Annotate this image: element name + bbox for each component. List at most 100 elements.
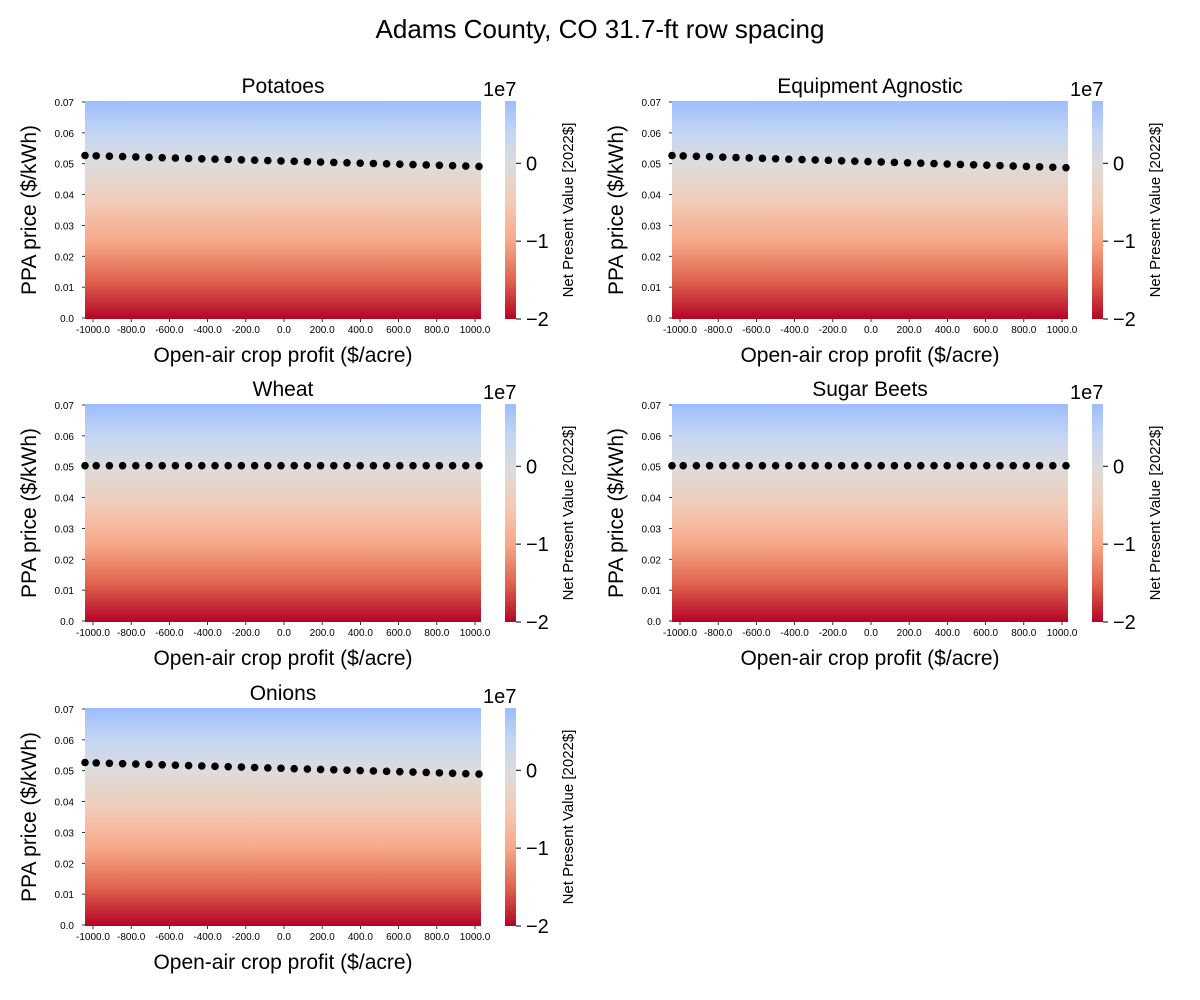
x-tick-label: 1000.0 — [460, 628, 491, 639]
breakeven-point — [798, 155, 806, 164]
x-tick-label: -800.0 — [117, 932, 146, 943]
breakeven-point — [917, 461, 925, 470]
y-tick-label: 0.06 — [642, 432, 662, 443]
x-tick-label: 600.0 — [973, 325, 998, 336]
breakeven-point — [409, 768, 417, 776]
y-tick-label: 0.04 — [642, 494, 662, 505]
x-tick-label: -200.0 — [232, 932, 261, 943]
breakeven-point — [798, 461, 806, 470]
x-tick-label: -1000.0 — [663, 628, 697, 639]
breakeven-point — [250, 763, 259, 772]
x-tick-label: 1000.0 — [1047, 628, 1078, 639]
x-tick-label: 0.0 — [864, 325, 878, 336]
panel-wheat: Wheat-1000.0 -800.0 -600.0 -400.0 -200.0 0.0 2… — [18, 378, 577, 670]
y-tick-label: 0.04 — [55, 494, 75, 505]
y-tick-label: 0.05 — [55, 160, 75, 171]
y-tick-label: 0.06 — [55, 432, 75, 443]
breakeven-point — [1022, 461, 1031, 470]
breakeven-point — [732, 461, 740, 470]
breakeven-point — [132, 760, 140, 768]
figure-title: Adams County, CO 31.7-ft row spacing — [375, 14, 825, 44]
colorbar-scale-label: 1e7 — [483, 79, 516, 101]
breakeven-point — [771, 461, 780, 470]
breakeven-point — [277, 764, 285, 773]
breakeven-point — [382, 461, 391, 470]
breakeven-point — [396, 160, 404, 169]
x-tick-label: 200.0 — [310, 628, 335, 639]
colorbar-tick-label: −2 — [526, 612, 549, 634]
breakeven-point — [448, 161, 457, 170]
x-tick-label: 0.0 — [277, 325, 291, 336]
x-axis-label: Open-air crop profit ($/acre) — [740, 344, 999, 367]
breakeven-point — [409, 461, 417, 470]
breakeven-point — [943, 160, 951, 168]
y-tick-label: 0.05 — [55, 767, 75, 778]
x-tick-label: -200.0 — [232, 325, 261, 336]
y-tick-label: 0.06 — [55, 129, 75, 140]
colorbar-tick-label: 0 — [526, 760, 537, 782]
breakeven-point — [851, 157, 859, 165]
heatmap-potatoes — [85, 101, 481, 319]
heatmap-onions — [85, 708, 481, 926]
breakeven-point — [250, 156, 259, 165]
y-axis-label: PPA price ($/kWh) — [605, 125, 628, 295]
y-tick-label: 0.03 — [55, 828, 75, 839]
x-tick-label: 0.0 — [277, 932, 291, 943]
y-tick-label: 0.03 — [642, 221, 662, 232]
x-tick-label: 0.0 — [864, 628, 878, 639]
breakeven-point — [422, 461, 431, 470]
x-tick-label: -400.0 — [193, 628, 222, 639]
x-tick-label: -400.0 — [780, 325, 809, 336]
breakeven-point — [277, 157, 285, 165]
breakeven-point — [732, 153, 740, 162]
y-tick-label: 0.07 — [642, 401, 662, 412]
colorbar-tick-label: 0 — [1113, 153, 1124, 175]
x-tick-label: -200.0 — [232, 628, 261, 639]
breakeven-point — [1062, 163, 1070, 172]
y-axis-label: PPA price ($/kWh) — [18, 125, 41, 295]
colorbar-label: Net Present Value [2022$] — [560, 730, 577, 905]
x-tick-label: -800.0 — [704, 628, 733, 639]
breakeven-point — [811, 156, 819, 164]
breakeven-point — [237, 156, 246, 164]
breakeven-point — [475, 461, 483, 470]
breakeven-point — [198, 762, 206, 770]
x-tick-label: 400.0 — [348, 628, 373, 639]
breakeven-point — [705, 152, 714, 161]
breakeven-point — [356, 461, 365, 470]
x-tick-label: 600.0 — [973, 628, 998, 639]
breakeven-point — [705, 461, 714, 470]
colorbar-tick-label: 0 — [526, 153, 537, 175]
breakeven-point — [983, 461, 991, 470]
x-axis-label: Open-air crop profit ($/acre) — [740, 647, 999, 670]
breakeven-point — [1049, 461, 1057, 470]
breakeven-point — [105, 461, 114, 470]
breakeven-point — [1062, 461, 1070, 470]
y-tick-label: 0.0 — [60, 617, 74, 628]
breakeven-point — [890, 461, 899, 470]
breakeven-point — [462, 461, 470, 470]
breakeven-point — [158, 153, 166, 162]
breakeven-point — [435, 161, 444, 170]
breakeven-point — [198, 154, 206, 163]
breakeven-point — [864, 461, 872, 470]
x-tick-label: 800.0 — [1011, 325, 1036, 336]
x-tick-label: 1000.0 — [460, 325, 491, 336]
breakeven-point — [785, 155, 793, 163]
panel-onions: Onions -1000.0 -800.0 -600.0 -400.0 -200.0 0.0… — [18, 682, 577, 974]
x-tick-label: -800.0 — [117, 628, 146, 639]
breakeven-point — [1049, 163, 1057, 172]
x-tick-label: 800.0 — [424, 628, 449, 639]
colorbar-tick-label: −2 — [1113, 309, 1136, 331]
breakeven-point — [184, 154, 193, 163]
breakeven-point — [448, 769, 457, 778]
x-tick-label: -400.0 — [780, 628, 809, 639]
x-tick-label: -800.0 — [704, 325, 733, 336]
breakeven-point — [105, 759, 114, 768]
breakeven-point — [745, 154, 753, 162]
colorbar-tick-label: 0 — [1113, 456, 1124, 478]
colorbar — [1092, 101, 1103, 319]
breakeven-point — [132, 461, 140, 470]
breakeven-point — [943, 461, 951, 470]
breakeven-point — [903, 158, 912, 167]
